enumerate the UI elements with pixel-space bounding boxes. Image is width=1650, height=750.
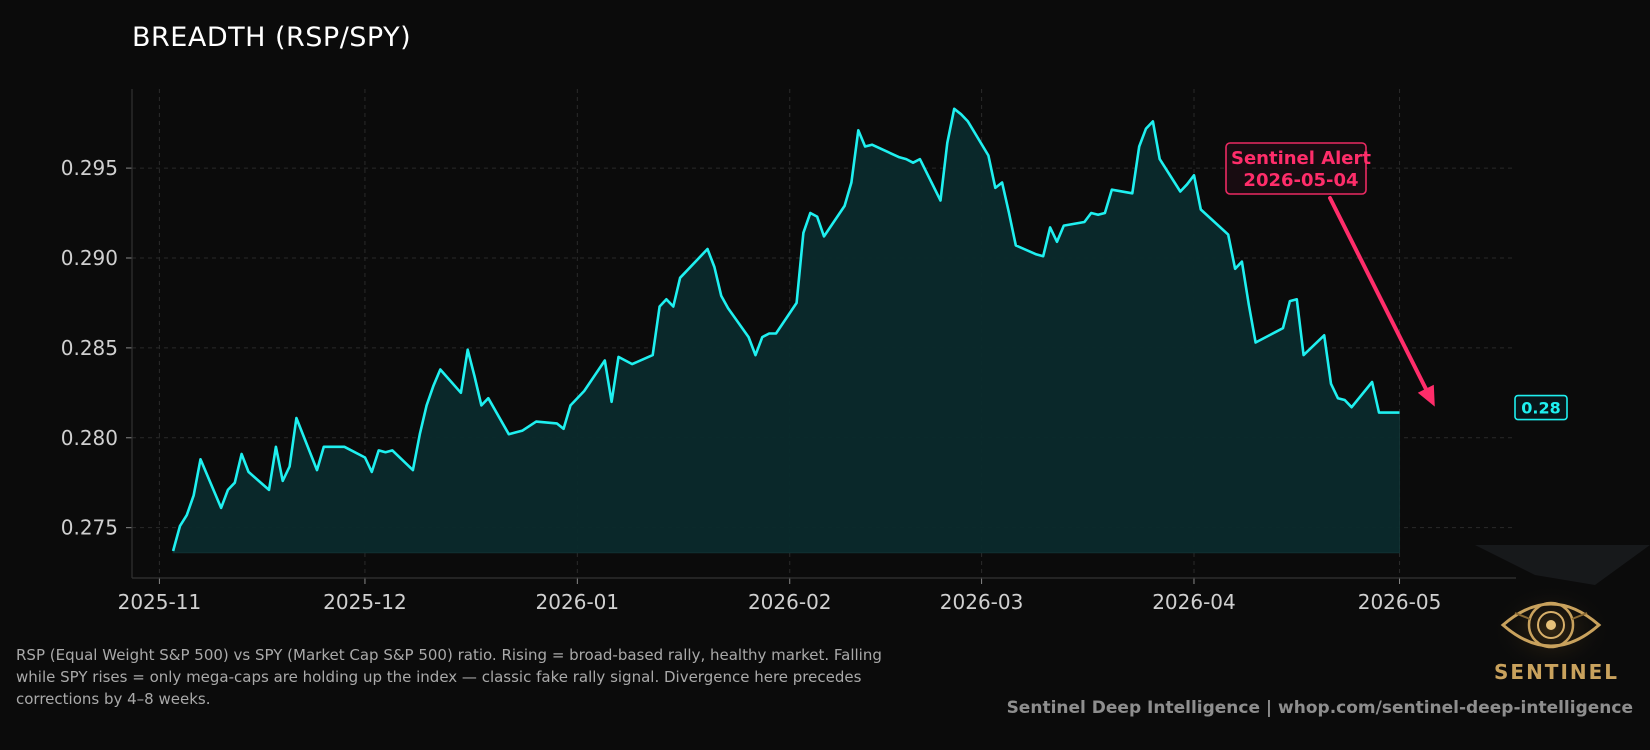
series-area-fill	[172, 107, 1400, 554]
series-line	[171, 107, 1400, 552]
axes	[126, 89, 1516, 584]
x-tick-label: 2025-12	[323, 590, 407, 614]
annotation-text-date: 2026-05-04	[1243, 170, 1358, 191]
x-tick-label: 2026-02	[748, 590, 832, 614]
x-tick-label: 2026-01	[536, 590, 620, 614]
last-value-label: 0.28	[1521, 399, 1560, 418]
annotation-arrow-line	[1328, 196, 1435, 404]
footer-credit: Sentinel Deep Intelligence | whop.com/se…	[1006, 698, 1633, 718]
x-tick-label: 2025-11	[118, 590, 202, 614]
annotation-box	[1225, 142, 1367, 195]
sentinel-eye-logo	[1475, 545, 1650, 670]
tick-labels: 0.275 0.280 0.285 0.290 0.295 2025-11 2025-12 2…	[61, 156, 1442, 614]
x-tick-label: 2026-05	[1358, 590, 1442, 614]
logo-wordmark: SENTINEL	[1494, 660, 1620, 684]
annotation-text-title: Sentinel Alert	[1231, 148, 1371, 169]
annotation-arrow-head	[1417, 384, 1435, 407]
x-tick-label: 2026-04	[1152, 590, 1236, 614]
series-layer	[171, 107, 1400, 554]
y-tick-label: 0.295	[61, 156, 118, 180]
y-tick-label: 0.290	[61, 246, 118, 270]
chart-title: BREADTH (RSP/SPY)	[132, 22, 412, 53]
chart-caption: RSP (Equal Weight S&P 500) vs SPY (Marke…	[16, 646, 882, 708]
last-value-box	[1514, 394, 1568, 421]
y-tick-label: 0.275	[61, 516, 118, 540]
y-tick-label: 0.280	[61, 426, 118, 450]
x-tick-label: 2026-03	[940, 590, 1024, 614]
y-tick-label: 0.285	[61, 336, 118, 360]
chart-canvas: 0.275 0.280 0.285 0.290 0.295 2025-11 2025-12 2…	[61, 89, 1568, 614]
